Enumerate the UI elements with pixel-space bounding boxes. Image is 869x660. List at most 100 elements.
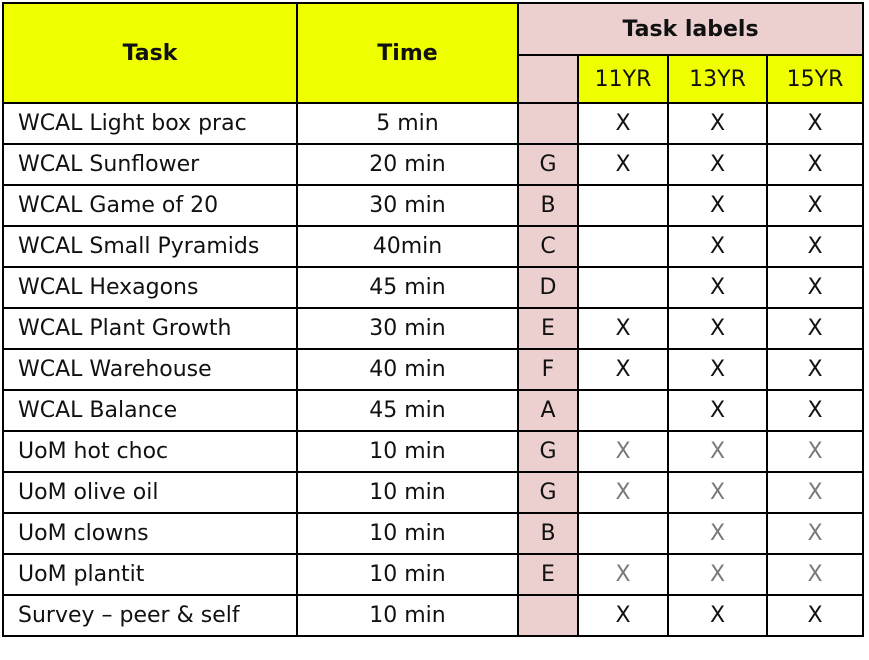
mark-15yr-cell: X [766, 266, 864, 309]
label-cell: E [517, 307, 579, 350]
task-cell: WCAL Game of 20 [2, 184, 298, 227]
label-cell: B [517, 512, 579, 555]
mark-15yr-cell: X [766, 225, 864, 268]
mark-15yr-cell: X [766, 553, 864, 596]
mark-13yr-cell: X [667, 553, 768, 596]
task-cell: UoM clowns [2, 512, 298, 555]
task-cell: UoM hot choc [2, 430, 298, 473]
task-cell: WCAL Hexagons [2, 266, 298, 309]
label-cell: G [517, 430, 579, 473]
mark-13yr-cell: X [667, 430, 768, 473]
mark-15yr-cell: X [766, 594, 864, 637]
mark-15yr-cell: X [766, 471, 864, 514]
label-cell: C [517, 225, 579, 268]
time-cell: 30 min [296, 184, 519, 227]
mark-13yr-cell: X [667, 348, 768, 391]
time-cell: 10 min [296, 553, 519, 596]
table-row: UoM olive oil 10 min G X X X [2, 471, 864, 514]
time-cell: 10 min [296, 512, 519, 555]
label-cell: G [517, 471, 579, 514]
task-cell: WCAL Balance [2, 389, 298, 432]
time-cell: 30 min [296, 307, 519, 350]
mark-13yr-cell: X [667, 389, 768, 432]
header-time: Time [296, 2, 519, 104]
mark-15yr-cell: X [766, 512, 864, 555]
time-cell: 20 min [296, 143, 519, 186]
label-cell: G [517, 143, 579, 186]
time-cell: 40 min [296, 348, 519, 391]
mark-13yr-cell: X [667, 307, 768, 350]
header-task: Task [2, 2, 298, 104]
mark-15yr-cell: X [766, 143, 864, 186]
time-cell: 40min [296, 225, 519, 268]
mark-13yr-cell: X [667, 184, 768, 227]
table-row: WCAL Balance 45 min A X X [2, 389, 864, 432]
table-body: WCAL Light box prac 5 min X X X WCAL Sunflowe… [2, 102, 864, 637]
time-cell: 10 min [296, 471, 519, 514]
mark-11yr-cell: X [577, 471, 669, 514]
task-cell: UoM olive oil [2, 471, 298, 514]
time-cell: 10 min [296, 594, 519, 637]
label-cell: B [517, 184, 579, 227]
mark-13yr-cell: X [667, 102, 768, 145]
label-cell: F [517, 348, 579, 391]
task-cell: Survey – peer & self [2, 594, 298, 637]
task-table: Task Time Task labels 11YR 13YR 15YR WCA… [2, 2, 864, 637]
header-label-blank [517, 54, 579, 104]
table-row: WCAL Hexagons 45 min D X X [2, 266, 864, 309]
time-cell: 45 min [296, 389, 519, 432]
mark-11yr-cell: X [577, 102, 669, 145]
task-cell: WCAL Small Pyramids [2, 225, 298, 268]
header-15yr: 15YR [766, 54, 864, 104]
mark-11yr-cell: X [577, 143, 669, 186]
table-row: WCAL Sunflower 20 min G X X X [2, 143, 864, 186]
mark-11yr-cell [577, 512, 669, 555]
mark-11yr-cell [577, 225, 669, 268]
mark-11yr-cell [577, 184, 669, 227]
mark-13yr-cell: X [667, 225, 768, 268]
mark-11yr-cell: X [577, 594, 669, 637]
mark-15yr-cell: X [766, 307, 864, 350]
task-cell: UoM plantit [2, 553, 298, 596]
table-row: WCAL Small Pyramids 40min C X X [2, 225, 864, 268]
table-row: WCAL Light box prac 5 min X X X [2, 102, 864, 145]
header-11yr: 11YR [577, 54, 669, 104]
label-cell [517, 594, 579, 637]
mark-11yr-cell [577, 266, 669, 309]
mark-15yr-cell: X [766, 430, 864, 473]
task-cell: WCAL Plant Growth [2, 307, 298, 350]
table-row: UoM hot choc 10 min G X X X [2, 430, 864, 473]
mark-15yr-cell: X [766, 102, 864, 145]
mark-15yr-cell: X [766, 184, 864, 227]
label-cell: A [517, 389, 579, 432]
header-task-labels: Task labels [517, 2, 864, 56]
mark-11yr-cell: X [577, 307, 669, 350]
mark-11yr-cell: X [577, 430, 669, 473]
time-cell: 5 min [296, 102, 519, 145]
mark-11yr-cell [577, 389, 669, 432]
mark-11yr-cell: X [577, 348, 669, 391]
table-row: Survey – peer & self 10 min X X X [2, 594, 864, 637]
task-cell: WCAL Sunflower [2, 143, 298, 186]
label-cell: D [517, 266, 579, 309]
table-row: WCAL Warehouse 40 min F X X X [2, 348, 864, 391]
mark-11yr-cell: X [577, 553, 669, 596]
mark-13yr-cell: X [667, 512, 768, 555]
task-cell: WCAL Light box prac [2, 102, 298, 145]
mark-13yr-cell: X [667, 143, 768, 186]
table-row: UoM plantit 10 min E X X X [2, 553, 864, 596]
label-cell [517, 102, 579, 145]
table-row: UoM clowns 10 min B X X [2, 512, 864, 555]
mark-13yr-cell: X [667, 594, 768, 637]
mark-13yr-cell: X [667, 471, 768, 514]
time-cell: 45 min [296, 266, 519, 309]
mark-15yr-cell: X [766, 348, 864, 391]
label-cell: E [517, 553, 579, 596]
table-row: WCAL Game of 20 30 min B X X [2, 184, 864, 227]
header-13yr: 13YR [667, 54, 768, 104]
table-row: WCAL Plant Growth 30 min E X X X [2, 307, 864, 350]
time-cell: 10 min [296, 430, 519, 473]
mark-15yr-cell: X [766, 389, 864, 432]
task-cell: WCAL Warehouse [2, 348, 298, 391]
mark-13yr-cell: X [667, 266, 768, 309]
